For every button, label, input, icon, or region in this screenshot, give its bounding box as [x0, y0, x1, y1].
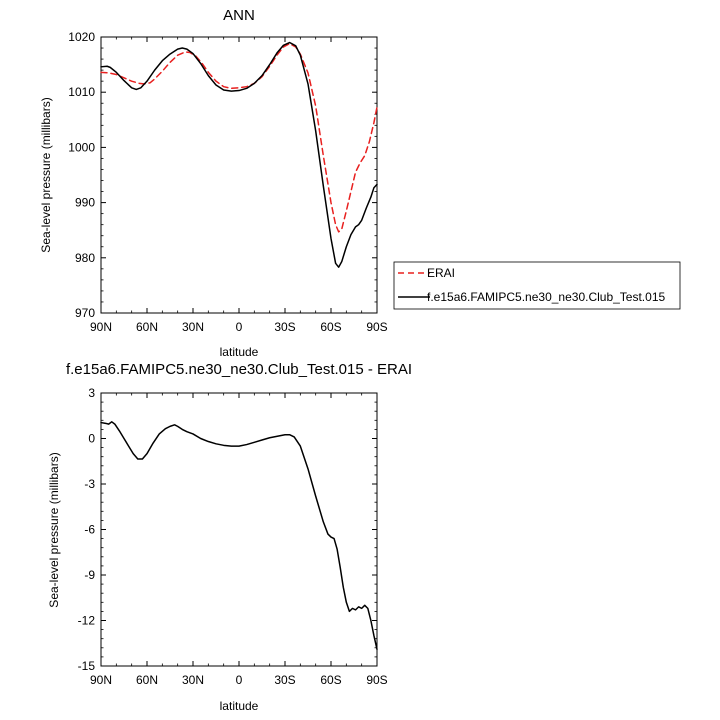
x-axis-label: latitude	[220, 345, 259, 359]
chart-ann: ANN 970 980 990 1000 1010 1020 90N 60N 30N 0 30S 6…	[39, 7, 388, 359]
y-axis-ticks: -15 -12 -9 -6 -3 0 3	[78, 386, 377, 673]
y-tick-label: -3	[84, 477, 95, 491]
y-tick-label: 1010	[68, 85, 95, 99]
plot-frame	[100, 392, 378, 667]
series-group	[100, 421, 378, 651]
y-axis-label: Sea-level pressure (millibars)	[47, 452, 61, 607]
x-axis-ticks: 90N 60N 30N 0 30S 60S 90S	[90, 393, 388, 687]
series-group	[100, 41, 378, 268]
x-tick-label: 60S	[320, 320, 341, 334]
y-tick-label: 1000	[68, 140, 95, 154]
series-line-0	[100, 42, 378, 233]
x-tick-label: 30S	[274, 320, 295, 334]
x-tick-label: 60N	[136, 320, 158, 334]
x-tick-label: 90S	[366, 320, 387, 334]
y-tick-label: -6	[84, 523, 95, 537]
x-axis-label: latitude	[220, 699, 259, 713]
x-tick-label: 90N	[90, 320, 112, 334]
x-tick-label: 30N	[182, 320, 204, 334]
x-tick-label: 30N	[182, 673, 204, 687]
y-tick-label: 0	[88, 432, 95, 446]
x-tick-label: 90S	[366, 673, 387, 687]
y-tick-label: -15	[78, 659, 96, 673]
y-tick-label: 3	[88, 386, 95, 400]
x-tick-label: 90N	[90, 673, 112, 687]
plot-frame	[100, 36, 378, 314]
chart-difference: f.e15a6.FAMIPC5.ne30_ne30.Club_Test.015 …	[47, 361, 412, 713]
series-line-0	[100, 421, 378, 651]
series-line-1	[100, 41, 378, 268]
legend-label-erai: ERAI	[427, 266, 455, 280]
x-tick-label: 30S	[274, 673, 295, 687]
x-tick-label: 0	[236, 673, 243, 687]
x-tick-label: 0	[236, 320, 243, 334]
y-tick-label: 980	[75, 251, 95, 265]
legend-label-model: f.e15a6.FAMIPC5.ne30_ne30.Club_Test.015	[427, 290, 665, 304]
y-tick-label: 990	[75, 196, 95, 210]
y-tick-label: -12	[78, 614, 96, 628]
y-axis-ticks: 970 980 990 1000 1010 1020	[68, 30, 377, 320]
x-tick-label: 60N	[136, 673, 158, 687]
chart-title: f.e15a6.FAMIPC5.ne30_ne30.Club_Test.015 …	[66, 361, 412, 378]
y-tick-label: -9	[84, 568, 95, 582]
x-tick-label: 60S	[320, 673, 341, 687]
legend: ERAI f.e15a6.FAMIPC5.ne30_ne30.Club_Test…	[393, 261, 681, 310]
chart-title: ANN	[223, 7, 255, 24]
x-axis-ticks: 90N 60N 30N 0 30S 60S 90S	[90, 37, 388, 334]
legend-frame	[393, 261, 681, 310]
y-tick-label: 1020	[68, 30, 95, 44]
y-axis-label: Sea-level pressure (millibars)	[39, 97, 53, 252]
y-tick-label: 970	[75, 306, 95, 320]
